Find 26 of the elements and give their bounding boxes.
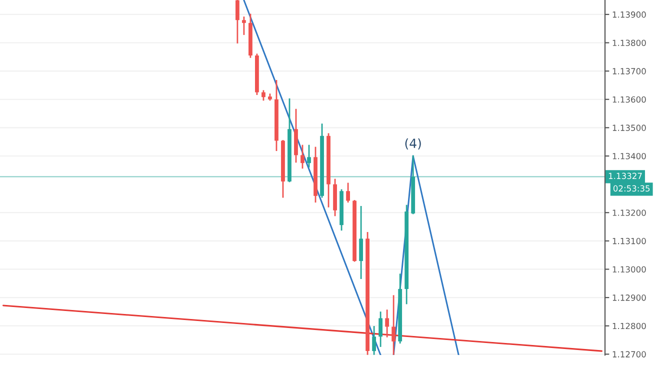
candlestick bbox=[242, 16, 246, 35]
ref-line-label: 1.13327 bbox=[608, 172, 642, 180]
candlestick bbox=[378, 312, 383, 347]
y-tick-label: 1.12800 bbox=[612, 322, 646, 330]
candlestick bbox=[307, 144, 311, 168]
candlestick bbox=[300, 144, 304, 169]
candlestick bbox=[235, 0, 240, 44]
y-tick-label: 1.13800 bbox=[612, 40, 646, 46]
candlestick bbox=[346, 182, 350, 203]
y-tick-label: 1.12900 bbox=[612, 294, 646, 301]
y-tick-label: 1.13700 bbox=[612, 68, 646, 74]
y-tick-label: 1.13000 bbox=[612, 266, 646, 273]
annotation: (4) bbox=[405, 138, 421, 150]
y-tick-label: 1.13200 bbox=[612, 210, 646, 216]
y-tick-label: 1.12700 bbox=[612, 351, 646, 358]
y-tick-label: 1.13900 bbox=[612, 11, 646, 18]
y-tick-label: 1.13400 bbox=[612, 152, 646, 160]
y-tick-label: 1.13100 bbox=[612, 238, 646, 244]
y-tick-label: 1.13600 bbox=[612, 96, 646, 103]
candlestick bbox=[372, 326, 376, 355]
y-tick-label: 1.13500 bbox=[612, 124, 646, 131]
candlestick bbox=[392, 295, 396, 355]
candlestick bbox=[385, 310, 390, 338]
text: 02:53:35 bbox=[613, 185, 650, 192]
candlestick bbox=[359, 206, 363, 279]
candlestick bbox=[262, 90, 266, 101]
